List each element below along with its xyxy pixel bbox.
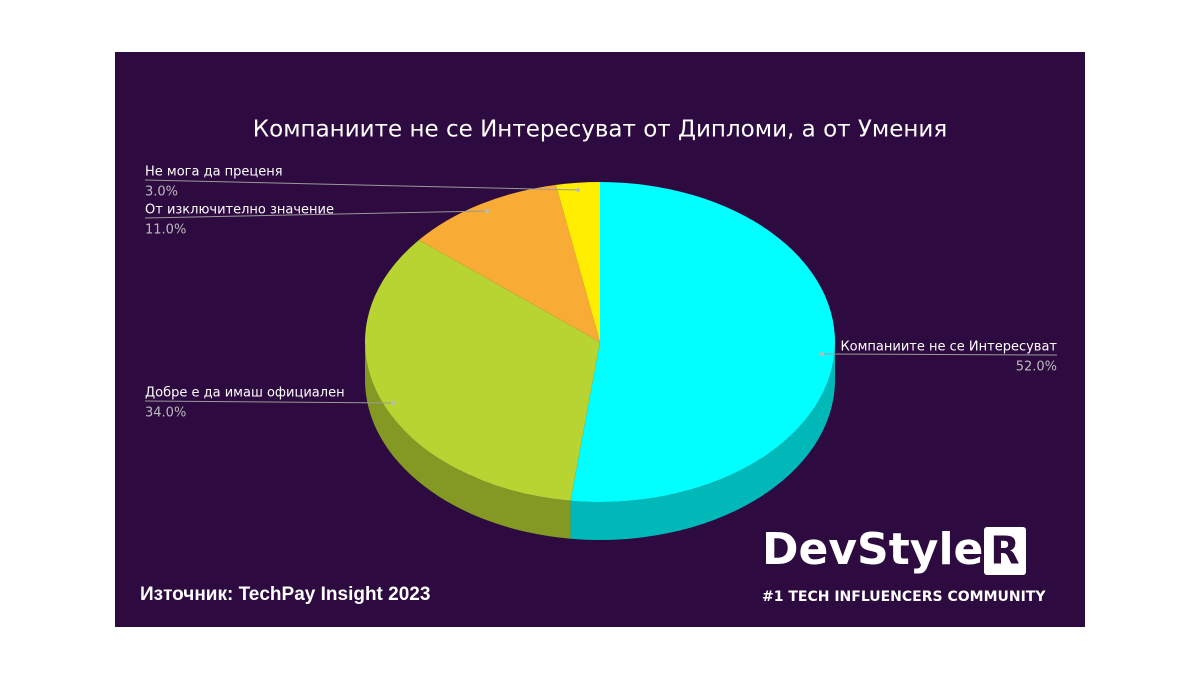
logo-mark: R — [990, 529, 1019, 573]
value-label: 52.0% — [1016, 360, 1057, 375]
logo-text: DevStyle — [762, 524, 983, 575]
leader-line — [144, 179, 579, 191]
slice — [365, 240, 600, 501]
value-label: 11.0% — [145, 223, 186, 238]
logo-box — [984, 527, 1026, 575]
category-label: Не мога да преценя — [145, 165, 283, 180]
category-label: Добре е да имаш официален — [145, 386, 345, 401]
slice-side — [365, 342, 571, 539]
leader-line — [821, 353, 1058, 356]
leader-line — [144, 400, 394, 404]
leader-dot — [391, 401, 395, 405]
chart-title: Компаниите не се Интересуват от Дипломи,… — [253, 117, 947, 143]
slice — [570, 182, 836, 502]
category-label: Компаниите не се Интересуват — [840, 340, 1057, 355]
slice-side — [570, 342, 835, 540]
value-label: 3.0% — [145, 185, 178, 200]
value-label: 34.0% — [145, 406, 186, 421]
source: Източник: TechPay Insight 2023 — [140, 584, 430, 605]
category-label: От изключително значение — [145, 203, 334, 218]
leader-line — [144, 210, 488, 219]
slice — [418, 184, 600, 342]
leader-dot — [485, 209, 489, 213]
leader-dot — [576, 188, 580, 192]
slice — [555, 182, 600, 342]
leader-dot — [820, 352, 824, 356]
logo-tagline: #1 TECH INFLUENCERS COMMUNITY — [762, 589, 1046, 605]
